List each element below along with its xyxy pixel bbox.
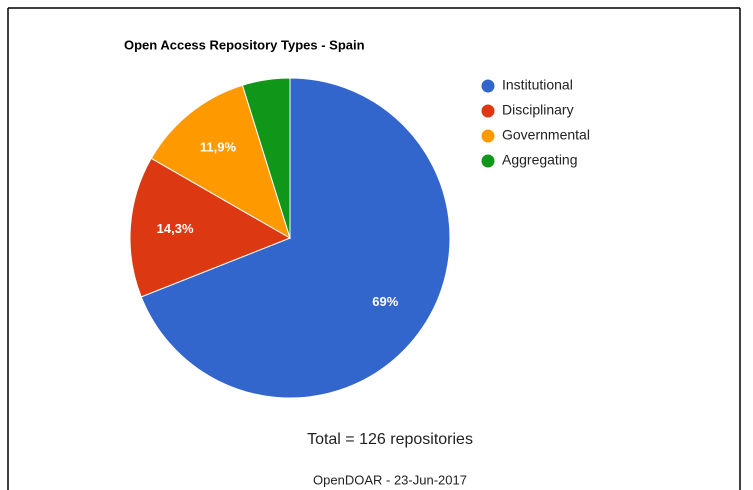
legend-swatch: [481, 154, 495, 168]
pie-slice: [150, 84, 291, 240]
pie-slice: [140, 77, 451, 399]
legend-swatch: [481, 104, 495, 118]
legend-swatch: [481, 129, 495, 143]
total-note: Total = 126 repositories: [307, 431, 473, 448]
legend-label: Disciplinary: [502, 102, 574, 118]
source-note: OpenDOAR - 23-Jun-2017: [313, 472, 467, 487]
pie-slice: [241, 77, 291, 239]
legend-label: Governmental: [502, 127, 590, 143]
legend-label: Aggregating: [502, 152, 578, 168]
chart-title: Open Access Repository Types - Spain: [124, 37, 365, 52]
pie-slice: [129, 157, 292, 298]
legend-label: Institutional: [502, 77, 573, 93]
slice-label: 69%: [372, 294, 398, 309]
slice-label: 11,9%: [200, 140, 237, 155]
legend-swatch: [481, 79, 495, 93]
slice-label: 14,3%: [157, 221, 194, 236]
